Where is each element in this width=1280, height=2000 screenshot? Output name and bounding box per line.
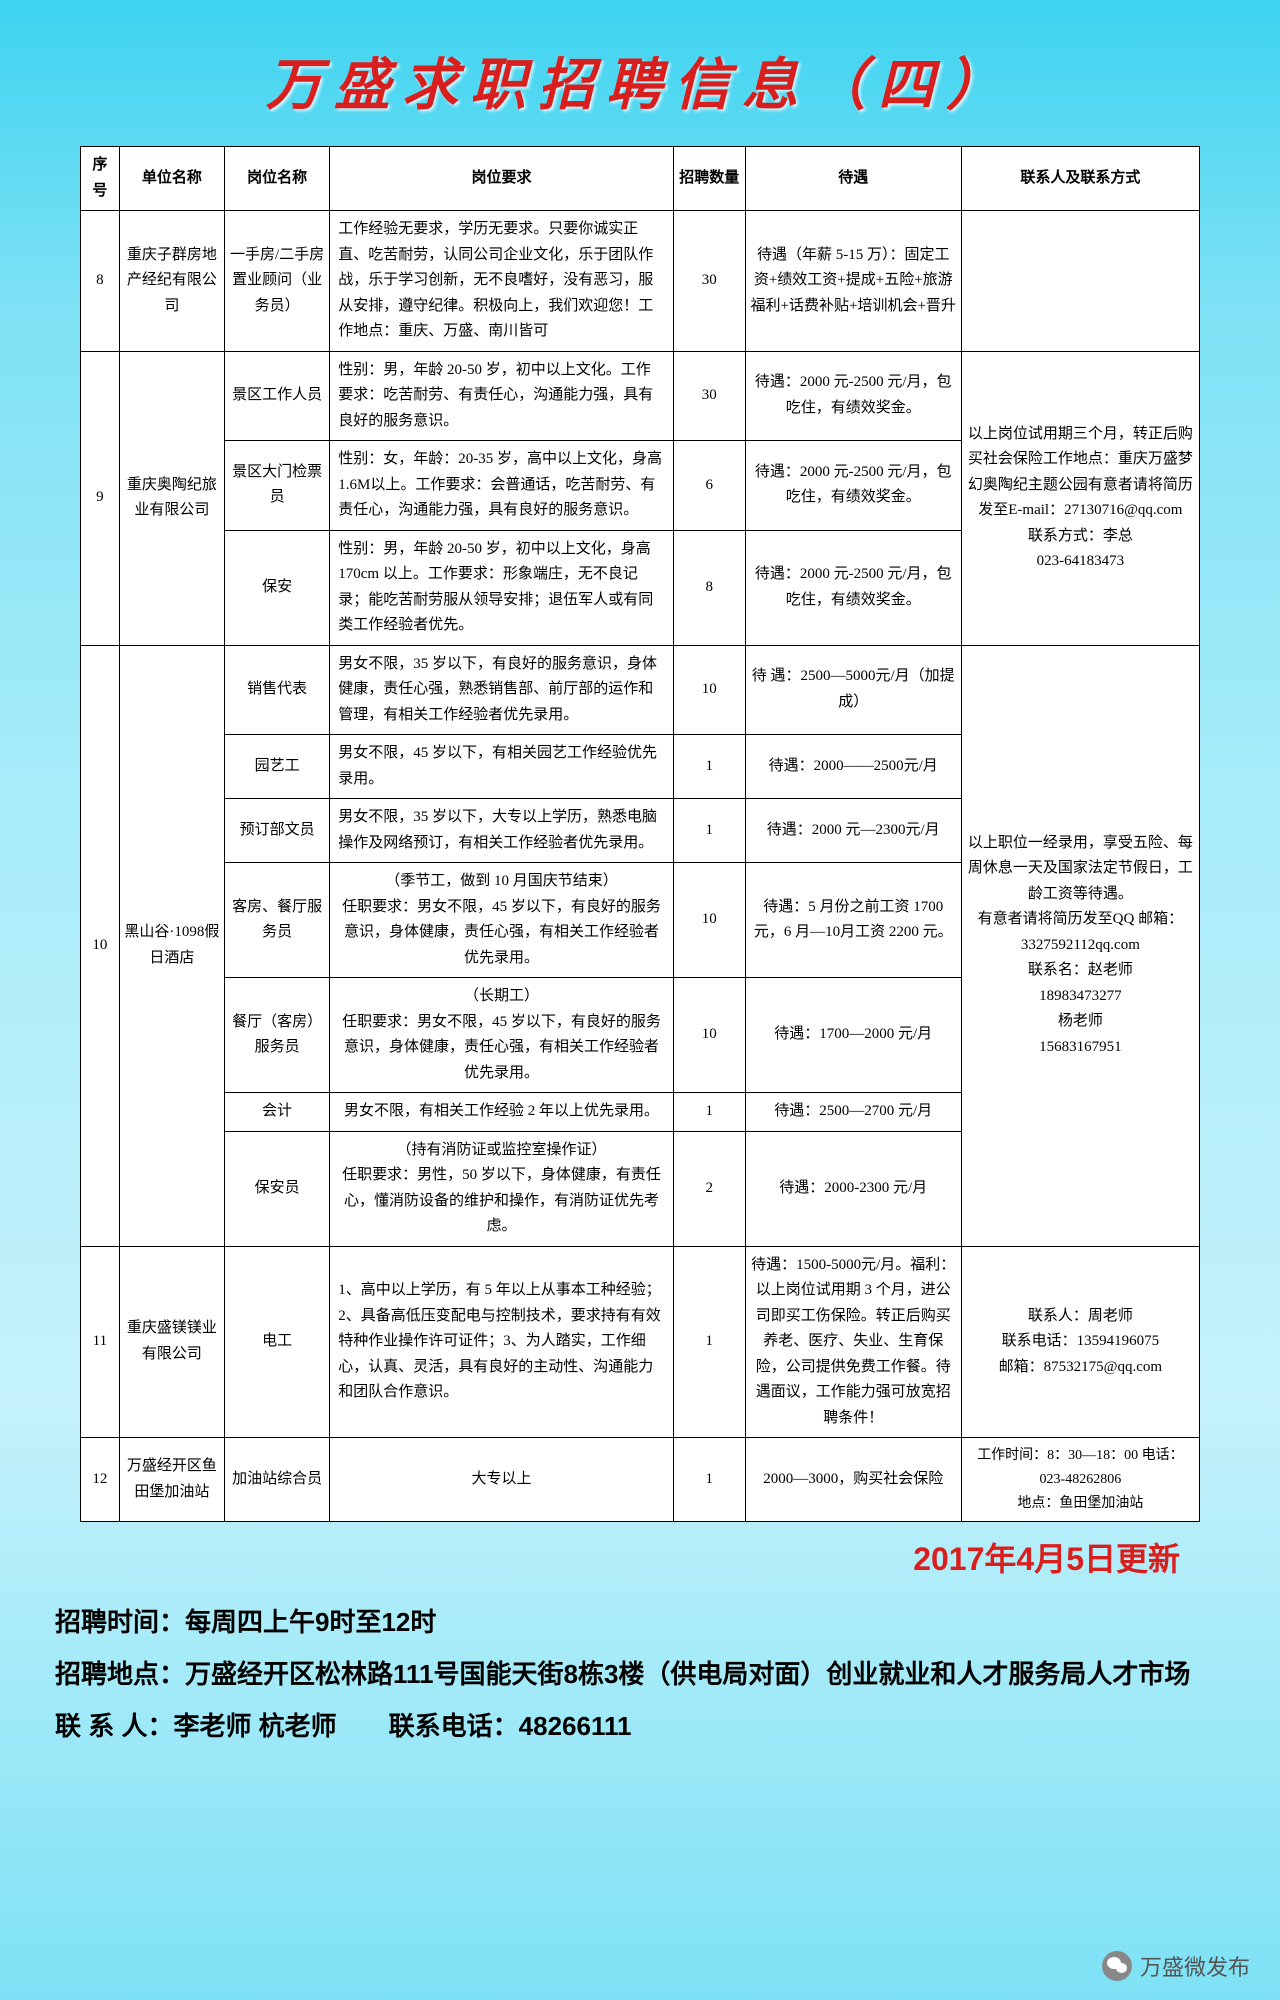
cell-salary: 待遇：2000 元-2500 元/月，包吃住，有绩效奖金。 — [745, 351, 961, 441]
cell-requirement: 男女不限，35 岁以下，有良好的服务意识，身体健康，责任心强，熟悉销售部、前厅部… — [330, 645, 673, 735]
footer-contact: 联 系 人：李老师 杭老师 联系电话：48266111 — [55, 1700, 1225, 1752]
cell-number: 1 — [673, 1246, 745, 1438]
cell-number: 1 — [673, 735, 745, 799]
cell-contact: 以上职位一经录用，享受五险、每周休息一天及国家法定节假日，工龄工资等待遇。 有意… — [961, 645, 1199, 1246]
cell-contact — [961, 211, 1199, 352]
cell-position: 景区工作人员 — [225, 351, 330, 441]
cell-salary: 2000—3000，购买社会保险 — [745, 1438, 961, 1522]
cell-salary: 待遇：2000 元—2300元/月 — [745, 799, 961, 863]
cell-seq: 9 — [81, 351, 120, 645]
table-header-row: 序号 单位名称 岗位名称 岗位要求 招聘数量 待遇 联系人及联系方式 — [81, 147, 1200, 211]
cell-number: 10 — [673, 863, 745, 978]
cell-requirement: 大专以上 — [330, 1438, 673, 1522]
cell-salary: 待遇：2000-2300 元/月 — [745, 1131, 961, 1246]
cell-company: 重庆子群房地产经纪有限公司 — [119, 211, 224, 352]
cell-position: 景区大门检票员 — [225, 441, 330, 531]
table-row: 10 黑山谷·1098假日酒店 销售代表 男女不限，35 岁以下，有良好的服务意… — [81, 645, 1200, 735]
cell-position: 餐厅（客房）服务员 — [225, 978, 330, 1093]
cell-position: 客房、餐厅服务员 — [225, 863, 330, 978]
cell-salary: 待遇：2000 元-2500 元/月，包吃住，有绩效奖金。 — [745, 441, 961, 531]
cell-position: 保安 — [225, 530, 330, 645]
wechat-icon — [1102, 1951, 1132, 1981]
watermark: 万盛微发布 — [1102, 1950, 1250, 1982]
cell-salary: 待遇（年薪 5-15 万）：固定工资+绩效工资+提成+五险+旅游福利+话费补贴+… — [745, 211, 961, 352]
watermark-text: 万盛微发布 — [1140, 1950, 1250, 1982]
cell-number: 1 — [673, 1438, 745, 1522]
th-requirement: 岗位要求 — [330, 147, 673, 211]
cell-requirement: （长期工） 任职要求：男女不限，45 岁以下，有良好的服务意识，身体健康，责任心… — [330, 978, 673, 1093]
cell-contact: 以上岗位试用期三个月，转正后购买社会保险工作地点：重庆万盛梦幻奥陶纪主题公园有意… — [961, 351, 1199, 645]
cell-requirement: 性别：女，年龄：20-35 岁，高中以上文化，身高1.6M以上。工作要求：会普通… — [330, 441, 673, 531]
cell-seq: 12 — [81, 1438, 120, 1522]
table-row: 12 万盛经开区鱼田堡加油站 加油站综合员 大专以上 1 2000—3000，购… — [81, 1438, 1200, 1522]
th-seq: 序号 — [81, 147, 120, 211]
table-row: 9 重庆奥陶纪旅业有限公司 景区工作人员 性别：男，年龄 20-50 岁，初中以… — [81, 351, 1200, 441]
cell-requirement: 性别：男，年龄 20-50 岁，初中以上文化。工作要求：吃苦耐劳、有责任心，沟通… — [330, 351, 673, 441]
cell-position: 预订部文员 — [225, 799, 330, 863]
page-title: 万盛求职招聘信息（四） — [0, 0, 1280, 146]
footer-info: 招聘时间：每周四上午9时至12时 招聘地点：万盛经开区松林路111号国能天街8栋… — [0, 1588, 1280, 1752]
cell-salary: 待遇：5 月份之前工资 1700 元，6 月—10月工资 2200 元。 — [745, 863, 961, 978]
cell-salary: 待遇：2000——2500元/月 — [745, 735, 961, 799]
cell-salary: 待遇：2000 元-2500 元/月，包吃住，有绩效奖金。 — [745, 530, 961, 645]
cell-requirement: 男女不限，有相关工作经验 2 年以上优先录用。 — [330, 1093, 673, 1132]
cell-number: 30 — [673, 351, 745, 441]
table-row: 11 重庆盛镁镁业有限公司 电工 1、高中以上学历，有 5 年以上从事本工种经验… — [81, 1246, 1200, 1438]
cell-number: 10 — [673, 645, 745, 735]
th-position: 岗位名称 — [225, 147, 330, 211]
cell-number: 1 — [673, 1093, 745, 1132]
cell-contact: 工作时间：8：30—18：00 电话：023-48262806 地点：鱼田堡加油… — [961, 1438, 1199, 1522]
cell-number: 10 — [673, 978, 745, 1093]
cell-company: 万盛经开区鱼田堡加油站 — [119, 1438, 224, 1522]
cell-position: 电工 — [225, 1246, 330, 1438]
cell-company: 重庆盛镁镁业有限公司 — [119, 1246, 224, 1438]
cell-company: 黑山谷·1098假日酒店 — [119, 645, 224, 1246]
cell-number: 6 — [673, 441, 745, 531]
cell-contact: 联系人：周老师 联系电话：13594196075 邮箱：87532175@qq.… — [961, 1246, 1199, 1438]
cell-number: 8 — [673, 530, 745, 645]
cell-number: 2 — [673, 1131, 745, 1246]
footer-time: 招聘时间：每周四上午9时至12时 — [55, 1596, 1225, 1648]
cell-requirement: 男女不限，35 岁以下，大专以上学历，熟悉电脑操作及网络预订，有相关工作经验者优… — [330, 799, 673, 863]
cell-salary: 待遇：1700—2000 元/月 — [745, 978, 961, 1093]
th-contact: 联系人及联系方式 — [961, 147, 1199, 211]
th-salary: 待遇 — [745, 147, 961, 211]
job-table: 序号 单位名称 岗位名称 岗位要求 招聘数量 待遇 联系人及联系方式 8 重庆子… — [80, 146, 1200, 1522]
table-row: 8 重庆子群房地产经纪有限公司 一手房/二手房 置业顾问（业务员） 工作经验无要… — [81, 211, 1200, 352]
cell-salary: 待遇：1500-5000元/月。福利：以上岗位试用期 3 个月，进公司即买工伤保… — [745, 1246, 961, 1438]
cell-salary: 待 遇：2500—5000元/月（加提成） — [745, 645, 961, 735]
footer-address: 招聘地点：万盛经开区松林路111号国能天街8栋3楼（供电局对面）创业就业和人才服… — [55, 1648, 1225, 1700]
cell-seq: 10 — [81, 645, 120, 1246]
job-table-container: 序号 单位名称 岗位名称 岗位要求 招聘数量 待遇 联系人及联系方式 8 重庆子… — [80, 146, 1200, 1522]
cell-company: 重庆奥陶纪旅业有限公司 — [119, 351, 224, 645]
cell-requirement: 性别：男，年龄 20-50 岁，初中以上文化，身高 170cm 以上。工作要求：… — [330, 530, 673, 645]
cell-position: 会计 — [225, 1093, 330, 1132]
cell-requirement: 男女不限，45 岁以下，有相关园艺工作经验优先录用。 — [330, 735, 673, 799]
cell-requirement: （季节工，做到 10 月国庆节结束） 任职要求：男女不限，45 岁以下，有良好的… — [330, 863, 673, 978]
cell-number: 30 — [673, 211, 745, 352]
cell-requirement: 工作经验无要求，学历无要求。只要你诚实正直、吃苦耐劳，认同公司企业文化，乐于团队… — [330, 211, 673, 352]
cell-seq: 8 — [81, 211, 120, 352]
th-company: 单位名称 — [119, 147, 224, 211]
cell-number: 1 — [673, 799, 745, 863]
cell-requirement: （持有消防证或监控室操作证） 任职要求：男性，50 岁以下，身体健康，有责任心，… — [330, 1131, 673, 1246]
cell-position: 加油站综合员 — [225, 1438, 330, 1522]
cell-position: 保安员 — [225, 1131, 330, 1246]
cell-seq: 11 — [81, 1246, 120, 1438]
update-date: 2017年4月5日更新 — [0, 1522, 1280, 1588]
cell-requirement: 1、高中以上学历，有 5 年以上从事本工种经验；2、具备高低压变配电与控制技术，… — [330, 1246, 673, 1438]
th-number: 招聘数量 — [673, 147, 745, 211]
cell-salary: 待遇：2500—2700 元/月 — [745, 1093, 961, 1132]
cell-position: 园艺工 — [225, 735, 330, 799]
cell-position: 销售代表 — [225, 645, 330, 735]
cell-position: 一手房/二手房 置业顾问（业务员） — [225, 211, 330, 352]
